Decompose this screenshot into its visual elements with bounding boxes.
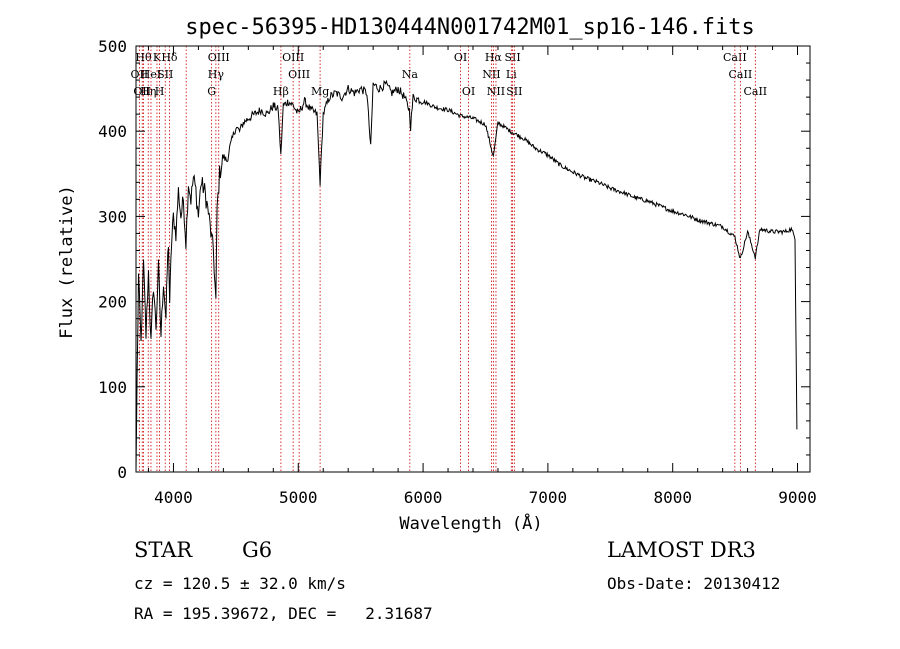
line-label-4306: G	[207, 85, 216, 98]
y-tick-label: 300	[98, 207, 127, 226]
coordinates-readout: RA = 195.39672, DEC = 2.31687	[134, 604, 433, 623]
y-tick-label: 100	[98, 378, 127, 397]
x-tick-label: 5000	[279, 488, 318, 507]
line-label-3820: HeI	[141, 68, 161, 81]
line-label-4340: Hγ	[208, 68, 225, 81]
x-tick-label: 4000	[154, 488, 193, 507]
line-label-3798: Hη	[140, 85, 156, 98]
x-tick-label: 6000	[404, 488, 443, 507]
line-label-8498: CaII	[723, 51, 747, 64]
line-label-6717: SII	[504, 51, 520, 64]
line-label-4363: OIII	[208, 51, 230, 64]
y-tick-label: 200	[98, 293, 127, 312]
x-tick-label: 9000	[778, 488, 817, 507]
x-axis: 4000 5000 6000 7000 8000 9000	[147, 46, 817, 507]
y-axis: 0 100 200 300 400 500	[98, 37, 810, 482]
x-tick-label: 7000	[529, 488, 568, 507]
line-label-4959: OIII	[282, 51, 304, 64]
line-label-5007: OIII	[288, 68, 310, 81]
spectrum-line	[135, 79, 798, 473]
y-tick-label: 500	[98, 37, 127, 56]
line-label-6563: Hα	[485, 51, 503, 64]
redshift-readout: cz = 120.5 ± 32.0 km/s	[134, 574, 346, 593]
line-label-6584: NII	[487, 85, 505, 98]
plot-frame	[135, 45, 811, 473]
chart-title: spec-56395-HD130444N001742M01_sp16-146.f…	[185, 15, 755, 40]
y-tick-label: 400	[98, 122, 127, 141]
x-tick-label: 8000	[653, 488, 692, 507]
line-label-8662: CaII	[743, 85, 767, 98]
survey-name: LAMOST DR3	[607, 538, 756, 562]
y-tick-label: 0	[117, 463, 127, 482]
line-label-6300: OI	[454, 51, 467, 64]
line-label-3750: OII	[133, 85, 151, 98]
line-label-6707: Li	[506, 68, 517, 81]
line-label-3868: K	[153, 51, 162, 64]
line-label-5175: Mg	[311, 85, 329, 98]
line-label-5894: Na	[402, 68, 419, 81]
line-label-6731: SII	[506, 85, 522, 98]
line-label-3760: Hθ	[135, 51, 152, 64]
line-label-6548: NII	[482, 68, 500, 81]
line-label-8542: CaII	[729, 68, 753, 81]
object-subclass: G6	[242, 538, 273, 562]
y-axis-label: Flux (relative)	[57, 185, 77, 339]
line-label-3889: H	[155, 85, 165, 98]
line-label-3968: Hδ	[161, 51, 178, 64]
x-axis-label: Wavelength (Å)	[399, 512, 542, 534]
spectral-line-markers: OIIOIIHθHηHeIKHSIIHδGHγOIIIHβOIIIOIIIMgN…	[131, 46, 767, 472]
line-label-4861: Hβ	[273, 85, 289, 98]
line-label-3934: SII	[157, 68, 173, 81]
object-class: STAR	[134, 538, 193, 562]
line-label-6364: OI	[462, 85, 475, 98]
observation-date: Obs-Date: 20130412	[607, 574, 781, 593]
